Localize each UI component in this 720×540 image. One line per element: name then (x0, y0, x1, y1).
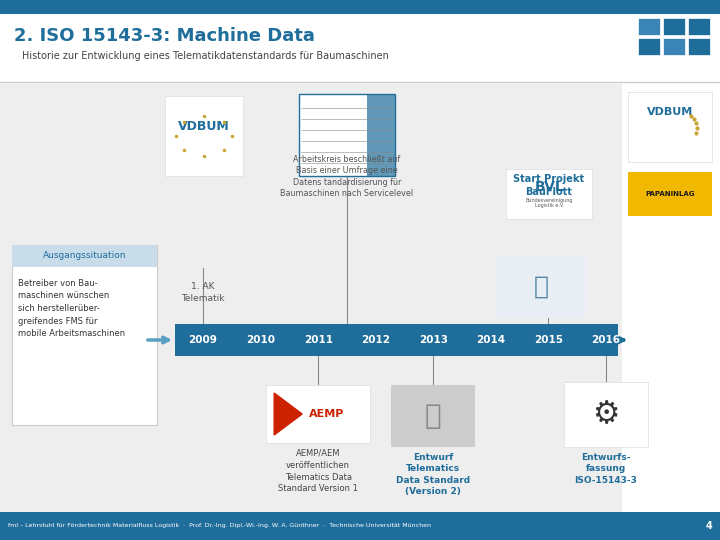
Bar (663, 18, 685, 35)
Text: Entwurfs-
fassung
ISO-15143-3: Entwurfs- fassung ISO-15143-3 (575, 453, 637, 485)
Bar (638, 38, 660, 55)
Text: Arbeitskreis beschließt auf
Basis einer Umfrage eine
Datens tandardisierung für
: Arbeitskreis beschließt auf Basis einer … (280, 154, 413, 198)
Bar (0, 84, 720, 512)
Bar (622, 84, 720, 512)
Text: Bundesvereinigung
Logistik e.V.: Bundesvereinigung Logistik e.V. (526, 198, 573, 208)
Text: 4: 4 (706, 521, 712, 531)
Text: 2014: 2014 (477, 335, 505, 345)
Bar (663, 38, 685, 55)
Bar (638, 18, 660, 35)
Text: AEMP/AEM
veröffentlichen
Telematics Data
Standard Version 1: AEMP/AEM veröffentlichen Telematics Data… (278, 449, 358, 494)
Text: 2. ISO 15143-3: Machine Data: 2. ISO 15143-3: Machine Data (14, 27, 315, 45)
Bar (496, 256, 586, 318)
Bar (506, 169, 593, 219)
Bar (0, 0, 720, 14)
Text: Ausgangssituation: Ausgangssituation (42, 252, 126, 260)
Text: 2009: 2009 (189, 335, 217, 345)
Text: 🤝: 🤝 (425, 402, 441, 430)
Text: ⚙: ⚙ (593, 400, 620, 429)
Bar (688, 38, 710, 55)
Bar (688, 18, 710, 35)
Text: Entwurf
Telematics
Data Standard
(Version 2): Entwurf Telematics Data Standard (Versio… (396, 453, 470, 496)
Text: Historie zur Entwicklung eines Telematikdatenstandards für Baumaschinen: Historie zur Entwicklung eines Telematik… (22, 51, 389, 61)
Bar (564, 382, 648, 447)
Bar (12, 245, 157, 425)
Bar (299, 94, 395, 176)
Text: PAPANINLAG: PAPANINLAG (645, 191, 695, 197)
Text: VDBUM: VDBUM (178, 119, 230, 132)
Text: 1. AK
Telematik: 1. AK Telematik (181, 282, 225, 303)
Bar (391, 385, 475, 447)
Text: 2010: 2010 (246, 335, 275, 345)
Text: fml – Lehrstuhl für Fördertechnik Materialfluss Logistik  ·  Prof. Dr.-Ing. Dipl: fml – Lehrstuhl für Fördertechnik Materi… (8, 523, 431, 529)
Text: VDBUM: VDBUM (647, 107, 693, 117)
Text: 2011: 2011 (304, 335, 333, 345)
Bar (175, 324, 618, 356)
Text: AEMP: AEMP (308, 409, 344, 419)
Text: 2016: 2016 (592, 335, 621, 345)
Bar (12, 245, 157, 267)
Text: 2012: 2012 (361, 335, 390, 345)
Text: 2015: 2015 (534, 335, 563, 345)
Text: 2013: 2013 (419, 335, 448, 345)
Bar (367, 94, 395, 176)
Polygon shape (274, 393, 302, 435)
Bar (0, 512, 720, 540)
Bar (0, 14, 720, 84)
Bar (628, 172, 712, 216)
Bar (165, 96, 243, 176)
Text: BVL: BVL (534, 180, 564, 194)
Text: Betreiber von Bau-
maschinen wünschen
sich herstellerüber-
greifendes FMS für
mo: Betreiber von Bau- maschinen wünschen si… (18, 279, 125, 338)
Bar (266, 385, 370, 443)
Bar (628, 92, 712, 162)
Text: Start Projekt
BauFlott: Start Projekt BauFlott (513, 174, 584, 197)
Text: 🏗: 🏗 (534, 275, 549, 299)
